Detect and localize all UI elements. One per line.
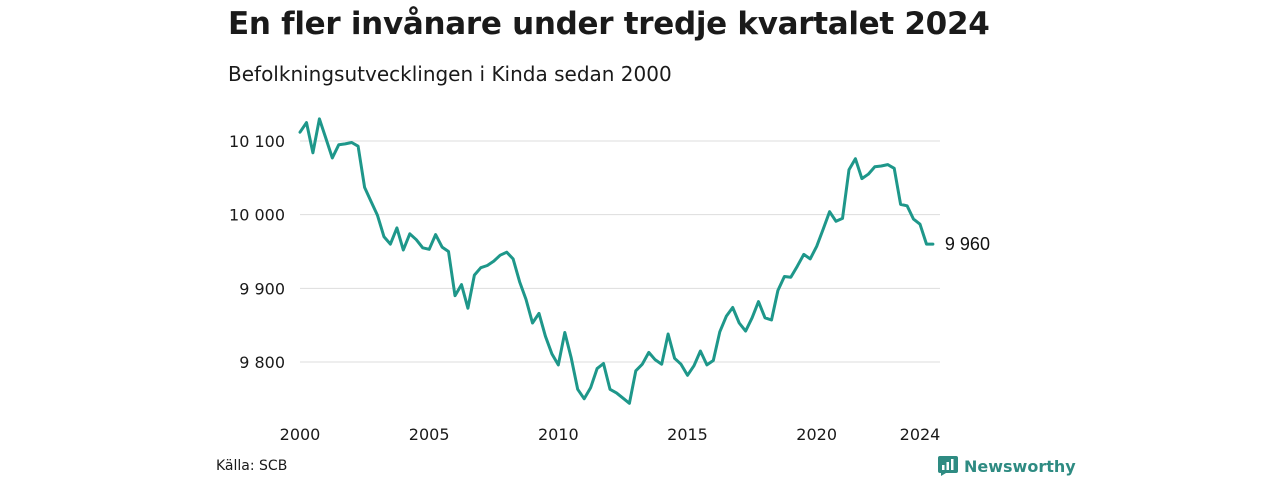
population-line	[298, 117, 935, 405]
y-tick-label: 10 000	[229, 206, 285, 225]
y-tick-label: 9 800	[239, 353, 285, 372]
chart-title: En fler invånare under tredje kvartalet …	[228, 6, 990, 42]
grid-layer	[300, 140, 940, 363]
chart-subtitle: Befolkningsutvecklingen i Kinda sedan 20…	[228, 62, 672, 86]
y-axis-labels: 9 800 9 900 10 000 10 100	[229, 132, 285, 372]
source-note: Källa: SCB	[216, 458, 288, 474]
brand-logo[interactable]: Newsworthy	[938, 456, 1076, 476]
x-tick-label: 2020	[796, 425, 837, 444]
x-tick-label: 2015	[667, 425, 708, 444]
brand-name: Newsworthy	[964, 456, 1076, 476]
y-tick-label: 9 900	[239, 279, 285, 298]
newsworthy-logo-icon	[938, 456, 958, 476]
x-tick-label: 2000	[280, 425, 321, 444]
x-axis-labels: 2000 2005 2010 2015 2020 2024	[280, 425, 941, 444]
end-value-label: 9 960	[945, 234, 990, 254]
x-tick-label: 2024	[900, 425, 941, 444]
y-tick-label: 10 100	[229, 132, 285, 151]
x-tick-label: 2005	[409, 425, 450, 444]
x-tick-label: 2010	[538, 425, 579, 444]
